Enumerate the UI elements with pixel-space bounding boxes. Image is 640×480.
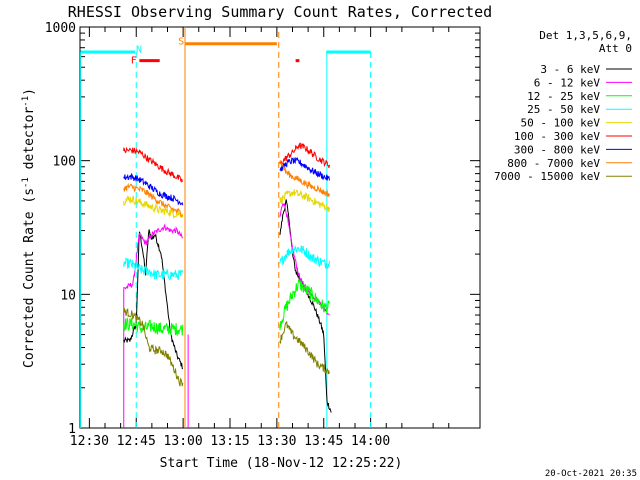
series-line [123, 223, 184, 290]
series-line [279, 189, 330, 212]
y-axis-label-end: ) [22, 88, 37, 96]
legend-entry-label: 12 - 25 keV [527, 90, 600, 103]
x-tick-label: 13:00 [164, 434, 203, 449]
y-axis-label-main: Corrected Count Rate (s [22, 188, 37, 368]
series-line [123, 308, 184, 387]
x-tick-label: 12:30 [70, 434, 109, 449]
y-axis-label: Corrected Count Rate (s-1 detector-1) [21, 88, 37, 368]
timestamp: 20-Oct-2021 20:35 [545, 469, 637, 479]
y-tick-label: 1000 [45, 21, 76, 36]
series-line [123, 182, 184, 217]
y-axis-label-sup1: -1 [21, 177, 31, 188]
series-line [123, 257, 184, 281]
y-tick-label: 10 [60, 288, 76, 303]
legend-entry-label: 50 - 100 keV [521, 117, 601, 130]
series-line [279, 278, 330, 331]
legend-entry-label: 3 - 6 keV [540, 63, 600, 76]
legend-entry-label: 25 - 50 keV [527, 103, 600, 116]
legend-entry-label: 6 - 12 keV [534, 76, 601, 89]
x-tick-label: 13:30 [257, 434, 296, 449]
series-line [279, 142, 330, 169]
series-line [123, 317, 184, 336]
x-tick-label: 14:00 [351, 434, 390, 449]
flag-label: N [136, 45, 142, 56]
legend-entry-label: 300 - 800 keV [514, 143, 600, 156]
series-line [123, 172, 184, 206]
legend-entry-label: 7000 - 15000 keV [494, 170, 600, 183]
x-tick-label: 13:45 [304, 434, 343, 449]
y-axis-label-sup2: -1 [21, 96, 31, 107]
series-line [279, 203, 330, 316]
series-line [279, 160, 330, 198]
series-line [123, 229, 184, 370]
x-tick-label: 12:45 [117, 434, 156, 449]
plot-frame [79, 26, 481, 429]
series-line [279, 156, 330, 181]
y-axis-label-mid: detector [22, 107, 37, 178]
y-tick-label: 1 [68, 422, 76, 437]
chart-title: RHESSI Observing Summary Count Rates, Co… [68, 3, 492, 21]
series-line [279, 321, 330, 375]
series-line [279, 244, 330, 270]
y-tick-label: 100 [53, 155, 76, 170]
series-line [123, 195, 184, 219]
data-layer: N S F [80, 27, 372, 428]
x-axis-label: Start Time (18-Nov-12 12:25:22) [160, 456, 403, 471]
legend-entry-label: 100 - 300 keV [514, 130, 600, 143]
legend-header-line-2: Att 0 [599, 42, 632, 55]
plot-area: 1 10 100 1000 12:30 12:45 13:00 13:15 13:30 13:45… [45, 21, 481, 449]
flag-label: S [178, 37, 184, 48]
legend-entry-label: 800 - 7000 keV [507, 157, 600, 170]
series-line [123, 146, 184, 184]
x-tick-label: 13:15 [210, 434, 249, 449]
legend-header-line-1: Det 1,3,5,6,9, [539, 29, 632, 42]
flag-label: F [131, 56, 137, 67]
